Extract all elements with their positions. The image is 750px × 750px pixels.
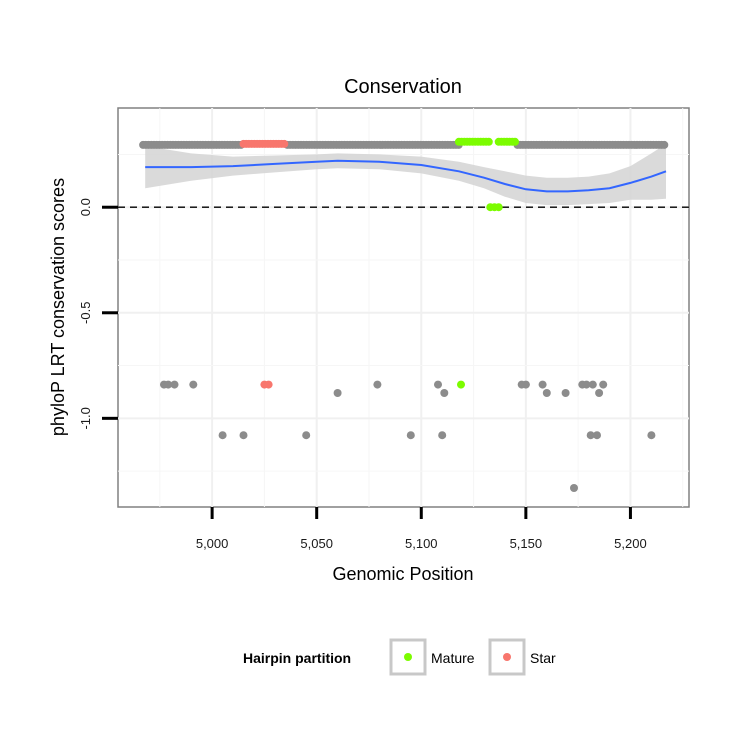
point-star <box>264 380 273 389</box>
point-mature <box>494 203 503 212</box>
point-other <box>434 380 442 389</box>
point-mature <box>484 137 493 146</box>
point-other <box>239 431 248 440</box>
point-other <box>302 431 311 440</box>
point-other <box>538 380 547 389</box>
point-other <box>218 431 227 440</box>
point-other <box>373 380 382 389</box>
legend-label-mature: Mature <box>431 650 475 666</box>
point-mature <box>457 380 465 389</box>
x-tick-label: 5,000 <box>196 536 229 551</box>
axes: 5,000 5,050 5,100 5,150 5,200 0.0 -0.5 -1.0 <box>78 198 647 551</box>
y-tick-label: -0.5 <box>78 302 93 324</box>
point-other <box>333 389 342 397</box>
point-other <box>438 431 447 440</box>
point-other <box>595 389 604 397</box>
smooth-line <box>145 159 667 193</box>
legend-title: Hairpin partition <box>243 650 351 666</box>
x-tick-label: 5,050 <box>300 536 333 551</box>
y-axis-title: phyloP LRT conservation scores <box>48 178 68 436</box>
point-other <box>542 389 551 397</box>
legend-entry-mature: Mature <box>389 638 475 676</box>
x-tick-label: 5,200 <box>614 536 647 551</box>
legend-star-dot <box>503 653 511 661</box>
data-points <box>139 137 669 492</box>
point-other <box>660 140 669 149</box>
legend-key-star <box>488 638 526 676</box>
point-mature <box>511 137 519 146</box>
x-tick-label: 5,150 <box>510 536 543 551</box>
point-other <box>170 380 179 389</box>
legend-label-star: Star <box>530 650 556 666</box>
point-other <box>406 431 415 440</box>
loess-line <box>145 159 667 193</box>
point-other <box>582 380 591 389</box>
point-other <box>570 484 578 492</box>
point-other <box>599 380 608 389</box>
point-other <box>588 380 597 389</box>
y-tick-label: 0.0 <box>78 198 93 216</box>
chart-title: Conservation <box>344 76 462 98</box>
point-other <box>189 380 198 389</box>
x-axis-title: Genomic Position <box>332 564 473 584</box>
point-star <box>280 139 289 148</box>
point-other <box>561 389 570 397</box>
point-other <box>164 380 173 389</box>
point-other <box>586 431 595 440</box>
point-other <box>440 389 449 397</box>
legend-mature-dot <box>404 653 412 661</box>
point-other <box>521 380 530 389</box>
legend-entry-star: Star <box>488 638 556 676</box>
x-tick-label: 5,100 <box>405 536 438 551</box>
point-other <box>593 431 601 440</box>
point-other <box>647 431 656 440</box>
grid-lines <box>118 108 689 507</box>
y-tick-label: -1.0 <box>78 407 93 429</box>
legend: Hairpin partition Mature Star <box>243 638 556 676</box>
